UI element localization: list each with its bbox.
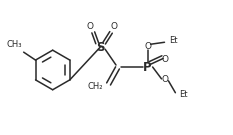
Text: O: O bbox=[110, 22, 117, 31]
Text: O: O bbox=[162, 55, 169, 64]
Text: S: S bbox=[96, 41, 104, 54]
Text: O: O bbox=[144, 42, 151, 51]
Text: O: O bbox=[162, 75, 169, 84]
Text: Et: Et bbox=[169, 36, 178, 45]
Text: O: O bbox=[87, 22, 94, 31]
Text: CH₃: CH₃ bbox=[6, 40, 22, 49]
Text: Et: Et bbox=[179, 90, 188, 99]
Text: P: P bbox=[143, 60, 152, 73]
Text: CH₂: CH₂ bbox=[88, 82, 103, 91]
